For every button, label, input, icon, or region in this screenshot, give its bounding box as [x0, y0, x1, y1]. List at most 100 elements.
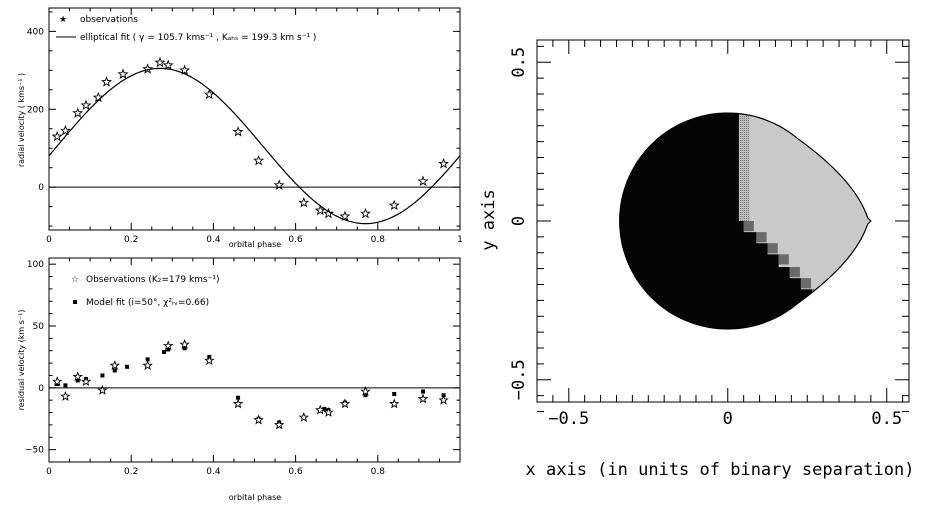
observation-star-point — [360, 386, 371, 396]
terminator-dither — [738, 113, 751, 221]
observation-star-point — [80, 99, 92, 111]
observation-star-point — [60, 391, 71, 401]
residual-velocity-points — [51, 339, 449, 430]
legend-observations-k2-label: Observations (K₂=179 kms⁻¹) — [86, 275, 220, 285]
model-fit-square-point — [363, 393, 368, 398]
radial-velocity-panel: 0 0.2 0.4 0.6 0.8 1 0 200 400 ★ observations el… — [17, 7, 463, 249]
roche-lobe-y-ticks: −0.5 0 0.5 — [509, 45, 909, 413]
shadow-step-edge — [767, 243, 778, 254]
observation-star-point — [80, 376, 92, 387]
roche-lobe-x-label: x axis (in units of binary separation) — [526, 460, 915, 480]
observation-star-point — [154, 56, 166, 68]
roche-lobe-x-ticks: −0.5 0 0.5 — [536, 40, 904, 429]
shadow-step-edge — [756, 232, 767, 243]
observation-star-point — [162, 59, 174, 70]
y-tick-label: 100 — [27, 260, 44, 270]
y-tick-label: 400 — [27, 27, 44, 37]
x-tick-label: 0 — [46, 467, 52, 477]
x-tick-label: 0.6 — [288, 467, 303, 477]
observation-star-point — [204, 355, 215, 366]
observation-star-point — [51, 376, 63, 387]
lit-face — [743, 113, 871, 329]
observation-star-point — [97, 384, 108, 395]
shadow-step-edge — [778, 254, 789, 265]
y-tick-label: 0 — [38, 183, 44, 193]
roche-lobe-star — [619, 112, 872, 330]
x-tick-label: 1 — [457, 235, 463, 245]
x-tick-label: 0.4 — [206, 235, 221, 245]
residual-velocity-y-label: residual velocity (km s⁻¹) — [17, 310, 26, 411]
model-fit-square-point — [392, 392, 397, 396]
model-fit-square-point — [112, 368, 117, 373]
model-fit-square-point — [162, 349, 167, 354]
model-fit-square-point — [182, 346, 187, 351]
observation-star-point — [162, 340, 174, 351]
residual-velocity-x-ticks: 0 0.2 0.4 0.6 0.8 — [46, 258, 440, 477]
y-tick-label: 200 — [27, 105, 44, 115]
observation-star-point — [142, 63, 154, 74]
x-tick-label: 0.6 — [288, 235, 303, 245]
model-fit-square-point — [55, 382, 60, 387]
model-fit-square-point — [63, 383, 68, 388]
shadow-step-edge — [743, 221, 754, 232]
legend-fit-label: elliptical fit ( γ = 105.7 kms⁻¹ , Kₐₕₛ … — [80, 33, 316, 43]
observation-star-point — [51, 130, 63, 142]
radial-velocity-y-label: radial velocity ( kms⁻¹ ) — [17, 73, 26, 167]
residual-velocity-y-ticks: −50 0 50 100 — [25, 260, 460, 456]
observation-star-point — [232, 398, 244, 409]
radial-velocity-legend: ★ observations elliptical fit ( γ = 105.… — [56, 15, 316, 43]
shadow-step — [738, 289, 813, 329]
observation-star-point — [388, 199, 400, 211]
radial-velocity-y-ticks: 0 200 400 — [27, 11, 460, 227]
residual-velocity-x-label: orbital phase — [229, 493, 282, 502]
legend-square-icon — [73, 300, 77, 304]
model-fit-square-point — [100, 373, 105, 378]
model-fit-square-point — [421, 389, 426, 394]
lobe-outline — [619, 112, 872, 330]
observation-star-point — [314, 204, 326, 216]
observation-star-point — [72, 371, 84, 382]
observation-star-point — [203, 88, 215, 100]
observation-star-point — [117, 68, 129, 79]
shadow-step-edge — [800, 278, 812, 289]
model-fit-square-point — [125, 364, 130, 369]
roche-lobe-y-label: y axis — [479, 189, 499, 250]
residual-velocity-plot-frame — [48, 257, 461, 463]
observation-star-point — [232, 126, 244, 137]
y-tick-label: 50 — [33, 322, 45, 332]
observation-star-point — [253, 154, 265, 166]
observation-star-point — [417, 175, 429, 187]
model-fit-square-point — [236, 395, 241, 400]
observation-star-point — [339, 398, 351, 409]
x-tick-label: 0.8 — [371, 467, 386, 477]
legend-observations-label: observations — [80, 15, 138, 25]
observation-star-point — [92, 91, 104, 103]
legend-star-icon: ☆ — [71, 275, 79, 285]
x-tick-label: 0.5 — [871, 409, 902, 429]
observation-star-point — [438, 158, 449, 169]
radial-velocity-x-label: orbital phase — [229, 240, 282, 249]
observation-star-point — [298, 412, 310, 422]
observation-star-point — [109, 360, 121, 371]
observation-star-point — [417, 393, 429, 404]
observation-star-point — [298, 196, 310, 208]
observation-star-point — [339, 210, 351, 222]
observation-star-point — [72, 107, 84, 118]
model-fit-square-point — [166, 347, 171, 352]
observation-star-point — [323, 407, 334, 417]
observation-star-point — [179, 64, 191, 76]
residual-velocity-legend: ☆ Observations (K₂=179 kms⁻¹) Model fit … — [71, 275, 220, 308]
observation-star-point — [101, 76, 113, 87]
y-tick-label: 0 — [38, 384, 44, 394]
x-tick-label: 0.8 — [371, 235, 386, 245]
lobe-dark-group — [619, 113, 871, 329]
shadow-step-edge — [789, 267, 800, 278]
y-tick-label: 0.5 — [509, 47, 529, 78]
observation-star-point — [60, 124, 71, 136]
observation-star-point — [179, 339, 190, 349]
y-tick-label: −0.5 — [509, 359, 529, 400]
y-tick-label: −50 — [25, 446, 44, 456]
observation-star-point — [142, 360, 153, 371]
radial-velocity-x-ticks: 0 0.2 0.4 0.6 0.8 1 — [46, 8, 463, 245]
